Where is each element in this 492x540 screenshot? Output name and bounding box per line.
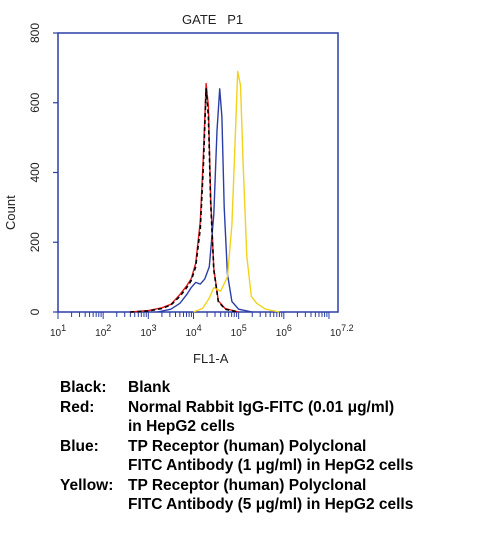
x-tick-label: 101 bbox=[50, 323, 66, 339]
x-tick-label: 106 bbox=[276, 323, 292, 339]
y-tick-label: 800 bbox=[28, 23, 42, 43]
chart-title: GATE P1 bbox=[182, 12, 243, 27]
x-tick-label: 104 bbox=[185, 323, 201, 339]
y-tick-label: 600 bbox=[28, 92, 42, 112]
legend-key-black: Black: bbox=[60, 379, 107, 396]
series-line bbox=[157, 88, 253, 313]
y-axis-label: Count bbox=[3, 195, 18, 230]
legend-desc-black: Blank bbox=[128, 379, 171, 396]
y-tick-label: 0 bbox=[28, 308, 42, 315]
legend-desc-red-line2: in HepG2 cells bbox=[128, 418, 235, 435]
legend-desc-blue-line2: FITC Antibody (1 μg/ml) in HepG2 cells bbox=[128, 457, 414, 474]
histogram-chart: GATE P1 0 200 400 600 800 101 102 103 104 105 106… bbox=[3, 12, 354, 366]
legend-entry-yellow: Yellow: TP Receptor (human) Polyclonal bbox=[60, 476, 490, 496]
series-line bbox=[130, 88, 239, 313]
y-tick-label: 400 bbox=[28, 162, 42, 182]
legend-desc-yellow-line2: FITC Antibody (5 μg/ml) in HepG2 cells bbox=[128, 496, 414, 513]
series-line bbox=[193, 70, 280, 313]
x-tick-label: 107.2 bbox=[330, 323, 354, 339]
legend-entry-red: Red: Normal Rabbit IgG-FITC (0.01 μg/ml) bbox=[60, 398, 490, 418]
legend-key-red: Red: bbox=[60, 398, 95, 416]
legend-key-blue: Blue: bbox=[60, 437, 99, 455]
x-tick-label: 105 bbox=[231, 323, 247, 339]
plot-frame bbox=[57, 32, 339, 313]
legend-entry-blue: Blue: TP Receptor (human) Polyclonal bbox=[60, 437, 490, 457]
y-tick-label: 200 bbox=[28, 232, 42, 252]
x-tick-label: 102 bbox=[95, 323, 111, 339]
legend-desc-red: Normal Rabbit IgG-FITC (0.01 μg/ml) bbox=[128, 398, 395, 416]
legend-desc-blue: TP Receptor (human) Polyclonal bbox=[128, 437, 367, 455]
legend: Black: Blank Red: Normal Rabbit IgG-FITC… bbox=[60, 378, 490, 515]
x-tick-label: 103 bbox=[140, 323, 156, 339]
legend-entry-black: Black: Blank bbox=[60, 378, 490, 398]
legend-desc-yellow: TP Receptor (human) Polyclonal bbox=[128, 476, 367, 494]
legend-key-yellow: Yellow: bbox=[60, 476, 114, 494]
x-axis-label: FL1-A bbox=[193, 351, 229, 366]
